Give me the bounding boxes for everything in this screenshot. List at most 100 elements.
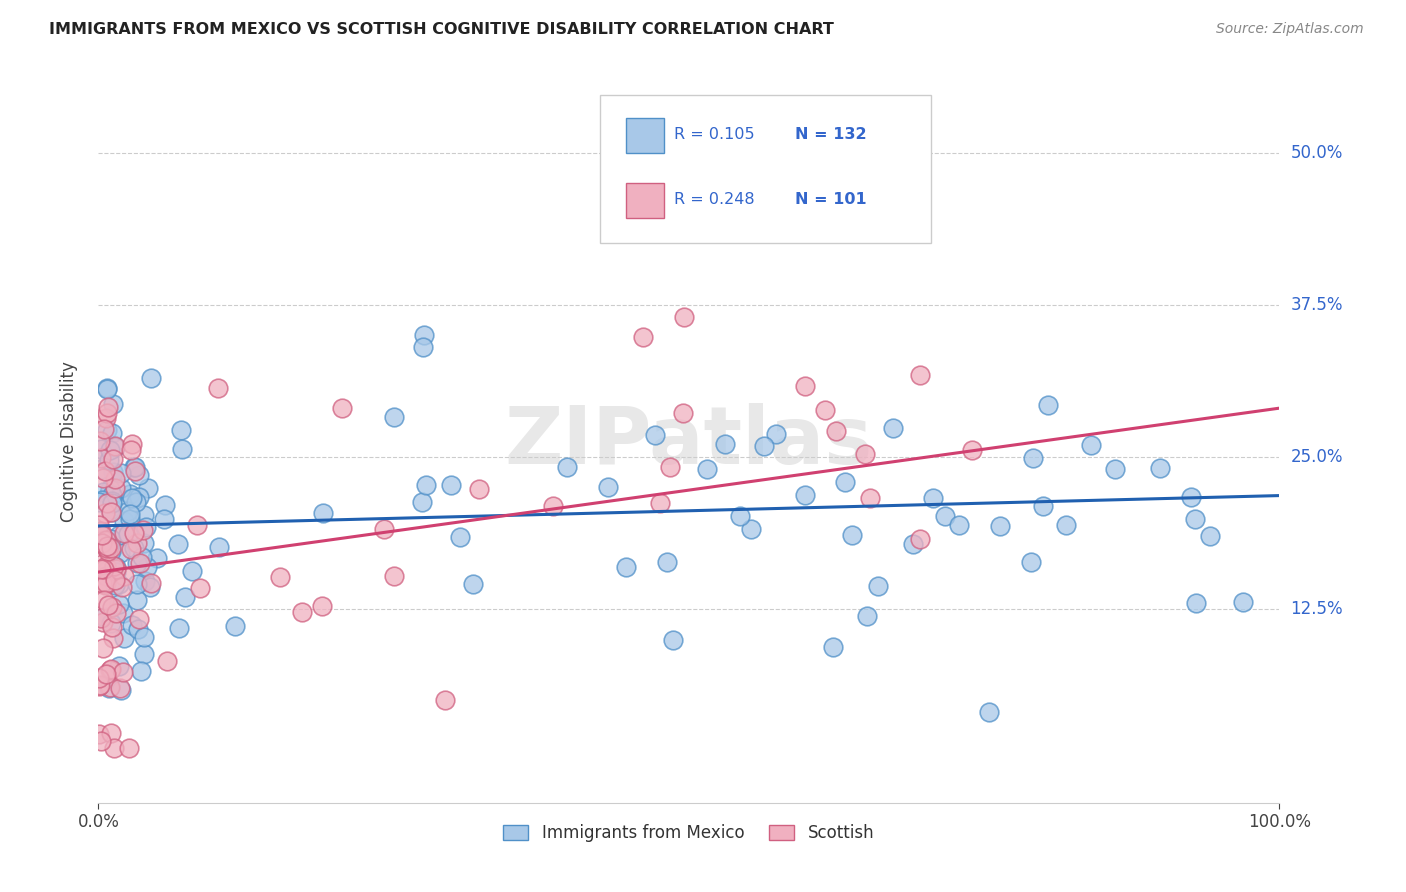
Point xyxy=(90,527,112,541)
Point xyxy=(100,505,122,519)
Point xyxy=(118,741,141,756)
Point xyxy=(124,464,146,478)
Point xyxy=(98,539,121,553)
Point xyxy=(101,397,124,411)
Point xyxy=(138,481,160,495)
Point xyxy=(662,633,685,648)
Point xyxy=(93,422,115,436)
Point xyxy=(433,693,456,707)
Point xyxy=(541,500,564,514)
Point xyxy=(921,491,943,505)
Point xyxy=(633,329,655,343)
Point xyxy=(125,536,148,550)
Point xyxy=(122,460,145,475)
Point xyxy=(411,495,433,509)
Point xyxy=(96,381,118,395)
Point xyxy=(412,340,434,354)
Point xyxy=(94,533,117,547)
Text: N = 132: N = 132 xyxy=(796,127,868,142)
Point xyxy=(100,544,122,558)
Point xyxy=(614,560,637,574)
Point xyxy=(101,631,124,645)
Point xyxy=(1184,512,1206,526)
Point xyxy=(132,647,155,661)
Point xyxy=(97,544,120,558)
Point xyxy=(89,495,111,509)
Point xyxy=(468,482,491,496)
Point xyxy=(93,641,115,656)
Point xyxy=(1054,518,1077,533)
Point xyxy=(960,442,983,457)
Point xyxy=(101,599,124,614)
Point xyxy=(121,437,143,451)
Point xyxy=(128,490,150,504)
Point xyxy=(173,590,195,604)
Point xyxy=(859,491,882,505)
Point xyxy=(156,654,179,668)
Point xyxy=(104,578,127,592)
Point xyxy=(94,568,117,582)
Point xyxy=(461,577,484,591)
Point xyxy=(110,682,132,697)
Point xyxy=(1104,462,1126,476)
Point xyxy=(127,556,149,570)
Point xyxy=(648,495,671,509)
Point xyxy=(96,382,118,396)
Point xyxy=(112,515,135,529)
Point xyxy=(186,518,208,533)
Point xyxy=(382,410,405,425)
Point xyxy=(125,495,148,509)
Point xyxy=(120,542,142,557)
Point xyxy=(101,425,124,440)
Point xyxy=(101,488,124,502)
Text: Source: ZipAtlas.com: Source: ZipAtlas.com xyxy=(1216,22,1364,37)
Point xyxy=(101,465,124,479)
Point xyxy=(1232,595,1254,609)
Point xyxy=(104,574,127,588)
Point xyxy=(101,496,124,510)
Point xyxy=(101,452,124,467)
Point xyxy=(94,578,117,592)
Point xyxy=(110,546,132,560)
Point xyxy=(127,622,149,636)
Point xyxy=(100,615,122,630)
Point xyxy=(132,508,155,522)
Point xyxy=(90,734,112,748)
Point xyxy=(413,327,436,342)
Point xyxy=(90,562,112,576)
Point xyxy=(91,533,114,548)
Point xyxy=(120,511,142,525)
Point xyxy=(91,575,114,590)
Point xyxy=(139,580,162,594)
Point xyxy=(96,496,118,510)
Point xyxy=(98,681,121,696)
Point xyxy=(94,541,117,556)
Point xyxy=(97,486,120,500)
Y-axis label: Cognitive Disability: Cognitive Disability xyxy=(59,361,77,522)
Point xyxy=(100,541,122,556)
Point xyxy=(100,662,122,676)
Point xyxy=(104,565,127,579)
Point xyxy=(117,504,139,518)
Point xyxy=(128,612,150,626)
Point xyxy=(105,561,128,575)
Point xyxy=(96,539,118,553)
Point xyxy=(89,434,111,448)
Point xyxy=(1198,529,1220,543)
Point xyxy=(100,505,122,519)
Point xyxy=(555,460,578,475)
Point xyxy=(112,568,135,582)
Point xyxy=(97,599,120,613)
Point xyxy=(120,507,142,521)
Point xyxy=(103,558,125,573)
Point xyxy=(91,485,114,500)
Point xyxy=(382,568,405,582)
Point xyxy=(101,494,124,508)
Point xyxy=(415,477,437,491)
Point xyxy=(93,561,115,575)
Point xyxy=(93,532,115,546)
Point xyxy=(696,462,718,476)
Point xyxy=(1180,491,1202,505)
Point xyxy=(814,403,837,417)
Point xyxy=(311,506,333,520)
